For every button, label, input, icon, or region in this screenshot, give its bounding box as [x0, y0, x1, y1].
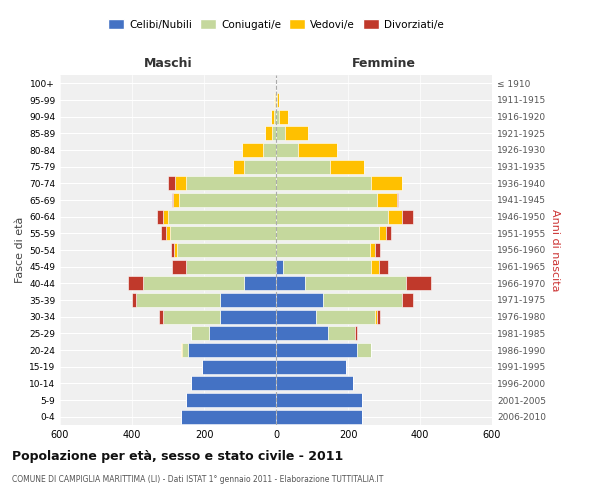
Bar [276, 393, 362, 407]
Bar [157, 210, 163, 224]
Bar [377, 193, 397, 207]
Bar [191, 376, 276, 390]
Bar [276, 376, 353, 390]
Bar [220, 293, 276, 307]
Bar [406, 276, 431, 290]
Bar [233, 160, 244, 174]
Bar [276, 110, 279, 124]
Text: Femmine: Femmine [352, 57, 416, 70]
Bar [172, 193, 173, 207]
Bar [276, 126, 285, 140]
Bar [209, 326, 276, 340]
Bar [173, 193, 179, 207]
Bar [276, 276, 305, 290]
Bar [277, 93, 278, 107]
Bar [276, 293, 323, 307]
Bar [136, 293, 220, 307]
Bar [375, 310, 377, 324]
Bar [242, 143, 263, 157]
Bar [181, 410, 276, 424]
Bar [285, 126, 308, 140]
Bar [386, 226, 391, 240]
Bar [316, 310, 375, 324]
Bar [402, 210, 413, 224]
Bar [276, 360, 346, 374]
Bar [377, 310, 380, 324]
Bar [159, 310, 163, 324]
Text: Maschi: Maschi [143, 57, 193, 70]
Bar [397, 193, 398, 207]
Bar [128, 276, 143, 290]
Bar [132, 293, 136, 307]
Bar [276, 260, 283, 274]
Bar [174, 243, 177, 257]
Bar [188, 343, 276, 357]
Bar [276, 243, 370, 257]
Bar [244, 276, 276, 290]
Bar [182, 343, 188, 357]
Bar [181, 343, 182, 357]
Bar [276, 410, 362, 424]
Bar [276, 176, 371, 190]
Bar [168, 210, 276, 224]
Bar [275, 93, 276, 107]
Bar [175, 176, 186, 190]
Bar [279, 110, 288, 124]
Bar [276, 143, 298, 157]
Bar [220, 310, 276, 324]
Bar [375, 243, 380, 257]
Bar [276, 160, 330, 174]
Text: COMUNE DI CAMPIGLIA MARITTIMA (LI) - Dati ISTAT 1° gennaio 2011 - Elaborazione T: COMUNE DI CAMPIGLIA MARITTIMA (LI) - Dat… [12, 475, 383, 484]
Bar [179, 193, 276, 207]
Bar [274, 110, 276, 124]
Bar [276, 193, 377, 207]
Bar [172, 260, 186, 274]
Legend: Celibi/Nubili, Coniugati/e, Vedovi/e, Divorziati/e: Celibi/Nubili, Coniugati/e, Vedovi/e, Di… [104, 15, 448, 34]
Bar [170, 243, 174, 257]
Bar [357, 343, 371, 357]
Bar [379, 260, 388, 274]
Bar [244, 160, 276, 174]
Bar [163, 210, 168, 224]
Bar [161, 226, 166, 240]
Bar [186, 393, 276, 407]
Bar [323, 293, 402, 307]
Bar [177, 243, 276, 257]
Y-axis label: Anni di nascita: Anni di nascita [550, 208, 560, 291]
Bar [265, 126, 272, 140]
Bar [402, 293, 413, 307]
Bar [388, 210, 402, 224]
Bar [163, 310, 220, 324]
Bar [276, 210, 388, 224]
Bar [328, 326, 355, 340]
Bar [379, 226, 386, 240]
Bar [272, 126, 276, 140]
Bar [276, 226, 379, 240]
Bar [143, 276, 244, 290]
Y-axis label: Fasce di età: Fasce di età [15, 217, 25, 283]
Bar [186, 260, 276, 274]
Bar [283, 260, 371, 274]
Bar [166, 226, 170, 240]
Bar [370, 243, 375, 257]
Bar [276, 343, 357, 357]
Bar [170, 226, 276, 240]
Bar [168, 176, 175, 190]
Text: Popolazione per età, sesso e stato civile - 2011: Popolazione per età, sesso e stato civil… [12, 450, 343, 463]
Bar [371, 176, 402, 190]
Bar [371, 260, 379, 274]
Bar [298, 143, 337, 157]
Bar [274, 93, 275, 107]
Bar [263, 143, 276, 157]
Bar [355, 326, 357, 340]
Bar [276, 93, 277, 107]
Bar [191, 326, 209, 340]
Bar [305, 276, 406, 290]
Bar [276, 310, 316, 324]
Bar [271, 110, 274, 124]
Bar [202, 360, 276, 374]
Bar [276, 326, 328, 340]
Bar [330, 160, 364, 174]
Bar [186, 176, 276, 190]
